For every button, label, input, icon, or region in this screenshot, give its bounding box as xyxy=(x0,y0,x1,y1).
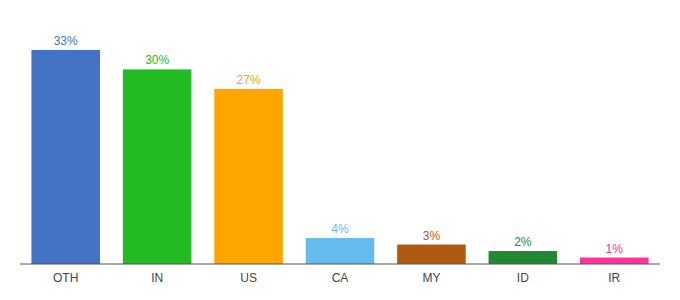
data-label: 33% xyxy=(54,34,78,48)
x-tick-label: CA xyxy=(332,271,349,285)
x-tick-label: OTH xyxy=(53,271,78,285)
bar xyxy=(214,89,283,264)
chart: OTH IN US CA MY ID IR 33% 30% 27% 4% 3% 2% 1% xyxy=(0,0,680,300)
bar xyxy=(123,69,192,264)
chart-container: OTH IN US CA MY ID IR 33% 30% 27% 4% 3% 2% 1% xyxy=(0,0,680,300)
x-tick-label: IN xyxy=(151,271,163,285)
data-label: 3% xyxy=(423,229,441,243)
data-label: 1% xyxy=(606,242,624,256)
x-tick-label: ID xyxy=(517,271,529,285)
x-tick-label: IR xyxy=(608,271,620,285)
data-label: 27% xyxy=(237,73,261,87)
x-tick-label: MY xyxy=(422,271,440,285)
bar xyxy=(306,238,375,264)
bar xyxy=(489,251,558,264)
x-tick-label: US xyxy=(240,271,257,285)
data-label: 30% xyxy=(145,53,169,67)
bar xyxy=(580,258,649,264)
bars xyxy=(31,50,648,264)
data-label: 4% xyxy=(331,222,349,236)
bar xyxy=(397,245,466,264)
bar xyxy=(31,50,100,264)
data-label: 2% xyxy=(514,235,532,249)
x-axis xyxy=(20,264,660,265)
